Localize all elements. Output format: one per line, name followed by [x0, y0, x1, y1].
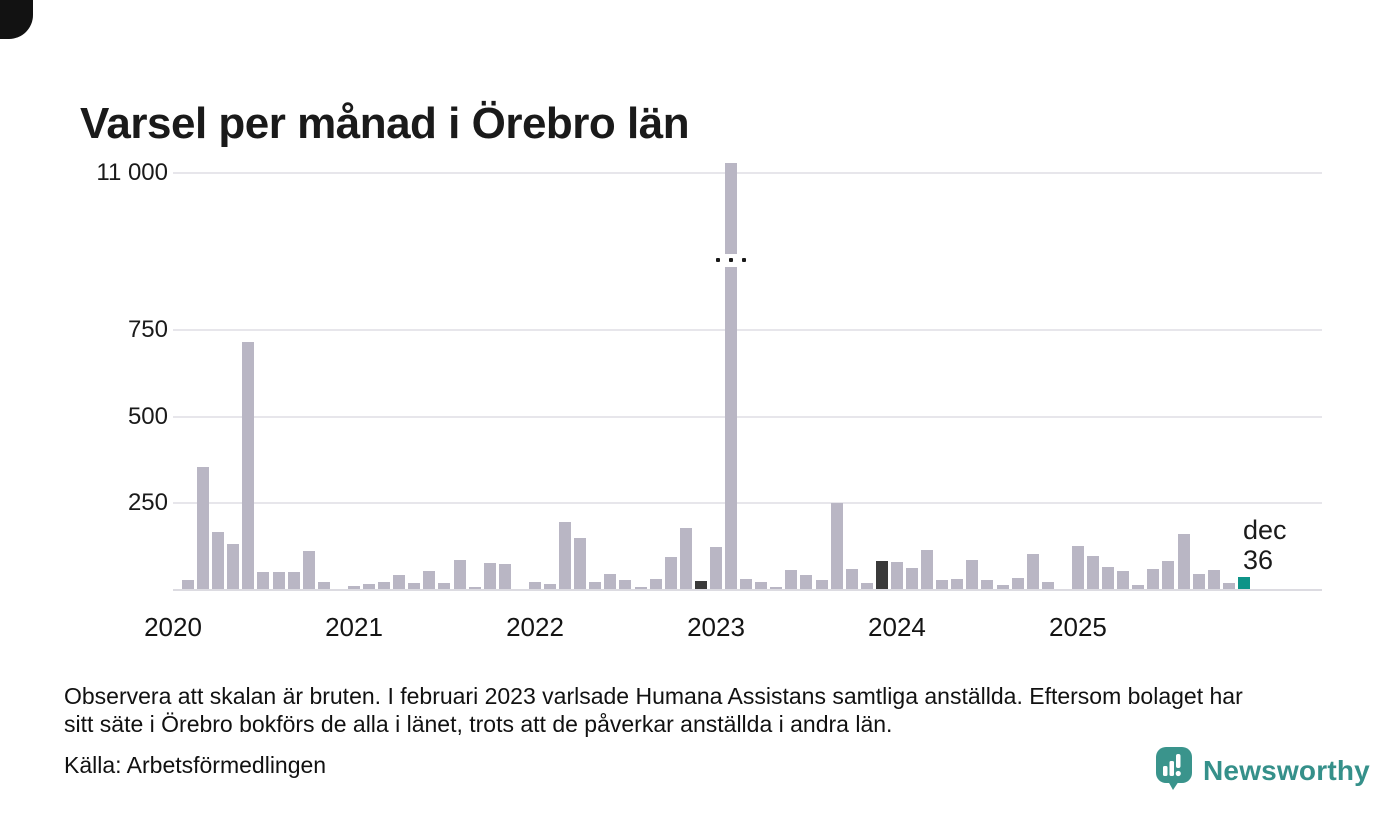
x-axis-tick-label: 2022	[506, 612, 564, 642]
bar	[936, 580, 948, 589]
bar	[212, 532, 224, 589]
bar	[951, 579, 963, 589]
bar	[469, 587, 481, 589]
bar	[619, 580, 631, 589]
bar	[273, 572, 285, 589]
bar	[348, 586, 360, 589]
gridline	[173, 415, 1322, 418]
bar	[1117, 571, 1129, 589]
bar-december	[695, 581, 707, 589]
bar	[906, 568, 918, 589]
bar	[861, 583, 873, 589]
bar	[680, 528, 692, 589]
bar	[589, 582, 601, 589]
bar	[303, 551, 315, 589]
bar	[529, 582, 541, 589]
source-label: Källa: Arbetsförmedlingen	[64, 752, 327, 778]
bar	[1147, 569, 1159, 589]
bar-broken	[725, 163, 737, 589]
y-axis-tick-label: 250	[127, 488, 168, 516]
bar	[484, 563, 496, 589]
x-axis-tick-label: 2021	[325, 612, 383, 642]
bar	[785, 570, 797, 589]
bar	[257, 572, 269, 589]
bar	[1102, 567, 1114, 589]
footnote: Observera att skalan är bruten. I februa…	[64, 682, 1243, 738]
bar	[423, 571, 435, 589]
footnote-line2: sitt säte i Örebro bokförs de alla i län…	[64, 711, 893, 737]
x-axis-tick-label: 2020	[144, 612, 202, 642]
bar	[966, 560, 978, 589]
bar	[740, 579, 752, 589]
bar	[454, 560, 466, 589]
bar	[846, 569, 858, 589]
bar	[1012, 578, 1024, 589]
axis-break-dot	[742, 257, 747, 262]
bar	[288, 572, 300, 589]
footnote-line1: Observera att skalan är bruten. I februa…	[64, 683, 1243, 709]
bar	[1208, 570, 1220, 589]
bar	[242, 342, 254, 589]
bar	[1162, 561, 1174, 589]
newsworthy-logo: Newsworthy	[1155, 746, 1370, 796]
bar	[891, 562, 903, 589]
x-axis-line	[173, 589, 1322, 591]
bar	[755, 582, 767, 589]
x-axis-tick-label: 2025	[1049, 612, 1107, 642]
y-axis-tick-label: 500	[127, 402, 168, 430]
y-axis-tick-label: 11 000	[96, 159, 168, 186]
bar	[1193, 574, 1205, 589]
bar	[800, 575, 812, 589]
bar	[665, 557, 677, 589]
bar	[770, 587, 782, 589]
bar	[1178, 534, 1190, 589]
y-axis-tick-label: 750	[127, 316, 168, 344]
bar	[499, 564, 511, 589]
bar	[574, 538, 586, 589]
newsworthy-bubble-chart-icon	[1155, 746, 1194, 796]
bar	[921, 550, 933, 589]
bar	[710, 547, 722, 589]
bar	[635, 587, 647, 589]
latest-month-label: dec	[1243, 515, 1287, 545]
chart-title: Varsel per månad i Örebro län	[80, 99, 690, 149]
bar	[1223, 583, 1235, 589]
latest-value-annotation: dec 36	[1243, 515, 1287, 575]
gridline	[173, 172, 1322, 174]
gridline	[173, 501, 1322, 504]
bar	[227, 544, 239, 589]
bar	[650, 579, 662, 589]
bar	[182, 580, 194, 589]
bar	[981, 580, 993, 589]
bar	[1042, 582, 1054, 589]
bar	[831, 503, 843, 589]
axis-break-dot	[716, 257, 721, 262]
bar	[408, 583, 420, 589]
bar	[997, 585, 1009, 589]
bar	[604, 574, 616, 589]
bar	[1132, 585, 1144, 589]
bar	[559, 522, 571, 589]
x-axis-tick-label: 2023	[687, 612, 745, 642]
bar	[318, 582, 330, 589]
bar	[544, 584, 556, 589]
bar	[363, 584, 375, 589]
bar	[197, 467, 209, 589]
bar	[393, 575, 405, 589]
axis-break-dot	[729, 257, 734, 262]
bar-latest	[1238, 577, 1250, 589]
latest-value-label: 36	[1243, 545, 1274, 575]
bar	[1072, 546, 1084, 589]
bar-december	[876, 561, 888, 589]
gridline	[173, 329, 1322, 332]
x-axis-tick-label: 2024	[868, 612, 926, 642]
bar	[378, 582, 390, 589]
bar	[816, 580, 828, 589]
newsworthy-wordmark: Newsworthy	[1203, 755, 1370, 786]
bar	[438, 583, 450, 589]
bar	[1027, 554, 1039, 589]
bar	[1087, 556, 1099, 589]
